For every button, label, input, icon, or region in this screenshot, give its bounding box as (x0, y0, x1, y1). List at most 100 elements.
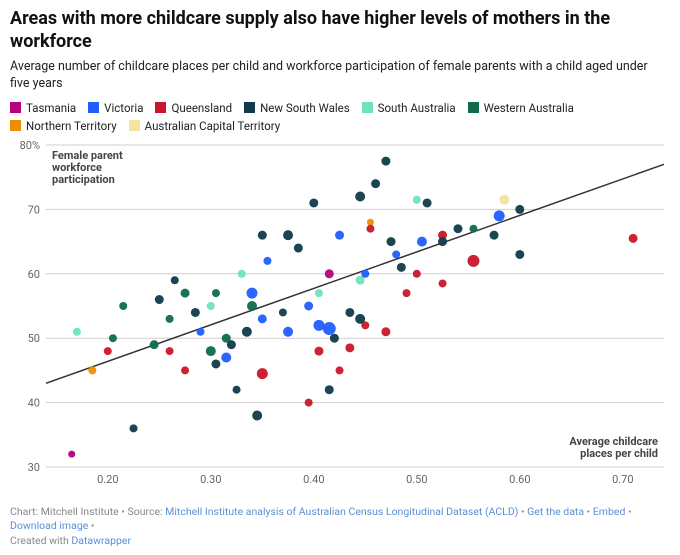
footer-prefix: Chart: Mitchell Institute • Source: (10, 505, 165, 518)
data-point (166, 315, 174, 323)
svg-text:50: 50 (28, 332, 40, 345)
data-point (109, 334, 117, 342)
data-point (355, 191, 365, 201)
legend-swatch (88, 102, 99, 113)
legend-label: New South Wales (260, 101, 350, 115)
data-point (325, 385, 334, 394)
svg-text:0.60: 0.60 (509, 473, 530, 486)
data-point (181, 366, 189, 374)
data-point (197, 328, 205, 336)
data-point (119, 302, 127, 310)
data-point (469, 224, 477, 232)
data-point (155, 295, 164, 304)
legend-label: South Australia (378, 101, 456, 115)
data-point (171, 276, 179, 284)
data-point (355, 314, 365, 324)
data-point (381, 327, 390, 336)
data-point (366, 224, 374, 232)
footer-source-link[interactable]: Mitchell Institute analysis of Australia… (165, 505, 518, 518)
data-point (305, 398, 313, 406)
svg-text:0.20: 0.20 (97, 473, 118, 486)
data-point (629, 234, 638, 243)
data-point (323, 322, 336, 335)
svg-text:40: 40 (28, 396, 40, 409)
data-point (515, 205, 524, 214)
legend-swatch (244, 102, 255, 113)
data-point (207, 302, 215, 310)
data-point (423, 198, 432, 207)
svg-text:70: 70 (28, 203, 40, 216)
legend-swatch (10, 102, 21, 113)
legend-label: Australian Capital Territory (145, 119, 281, 133)
data-point (68, 450, 75, 457)
data-point (413, 270, 421, 278)
footer-datawrapper-link[interactable]: Datawrapper (71, 534, 131, 547)
data-point (439, 279, 447, 287)
data-point (371, 179, 380, 188)
legend-label: Tasmania (26, 101, 76, 115)
svg-text:0.50: 0.50 (406, 473, 427, 486)
data-point (104, 347, 112, 355)
svg-text:0.40: 0.40 (303, 473, 324, 486)
data-point (413, 195, 421, 203)
data-point (88, 366, 96, 374)
data-point (181, 288, 190, 297)
data-point (454, 224, 463, 233)
footer-link[interactable]: Get the data (527, 505, 584, 518)
legend-item: New South Wales (244, 101, 350, 115)
data-point (381, 156, 390, 165)
data-point (361, 270, 369, 278)
data-point (345, 343, 354, 352)
data-point (247, 287, 258, 298)
legend-item: Western Australia (468, 101, 574, 115)
legend-swatch (155, 102, 166, 113)
legend-label: Western Australia (484, 101, 574, 115)
data-point (345, 308, 354, 317)
data-point (238, 270, 246, 278)
legend-label: Victoria (104, 101, 143, 115)
legend-item: Queensland (155, 101, 232, 115)
data-point (191, 308, 200, 317)
svg-text:0.70: 0.70 (612, 473, 633, 486)
data-point (392, 250, 400, 258)
legend-swatch (129, 120, 140, 131)
data-point (257, 368, 268, 379)
data-point (130, 424, 138, 432)
data-point (336, 366, 344, 374)
scatter-chart: 304050607080%0.200.300.400.500.600.70Fem… (10, 139, 670, 499)
svg-text:30: 30 (28, 461, 40, 474)
data-point (294, 243, 303, 252)
data-point (73, 328, 81, 336)
data-point (221, 352, 231, 362)
data-point (335, 230, 344, 239)
legend-swatch (10, 120, 21, 131)
data-point (330, 333, 339, 342)
data-point (252, 410, 262, 420)
legend-swatch (468, 102, 479, 113)
data-point (499, 194, 509, 204)
footer-link[interactable]: Embed (593, 505, 626, 518)
data-point (403, 289, 411, 297)
legend-item: Australian Capital Territory (129, 119, 281, 133)
svg-text:places per child: places per child (580, 447, 658, 460)
footer-suffix-prefix: Created with (10, 534, 71, 547)
svg-text:80%: 80% (20, 139, 40, 152)
legend-item: Northern Territory (10, 119, 117, 133)
data-point (227, 340, 236, 349)
data-point (263, 257, 271, 265)
data-point (283, 327, 293, 337)
chart-title: Areas with more childcare supply also ha… (10, 8, 670, 53)
chart-footer: Chart: Mitchell Institute • Source: Mitc… (10, 505, 670, 549)
data-point (233, 385, 241, 393)
footer-link[interactable]: Download image (10, 519, 88, 532)
data-point (150, 340, 159, 349)
data-point (490, 230, 499, 239)
svg-text:participation: participation (52, 173, 115, 186)
svg-text:0.30: 0.30 (200, 473, 221, 486)
legend-swatch (362, 102, 373, 113)
data-point (211, 359, 220, 368)
data-point (309, 198, 318, 207)
data-point (325, 269, 334, 278)
legend-item: Tasmania (10, 101, 76, 115)
legend-item: Victoria (88, 101, 143, 115)
